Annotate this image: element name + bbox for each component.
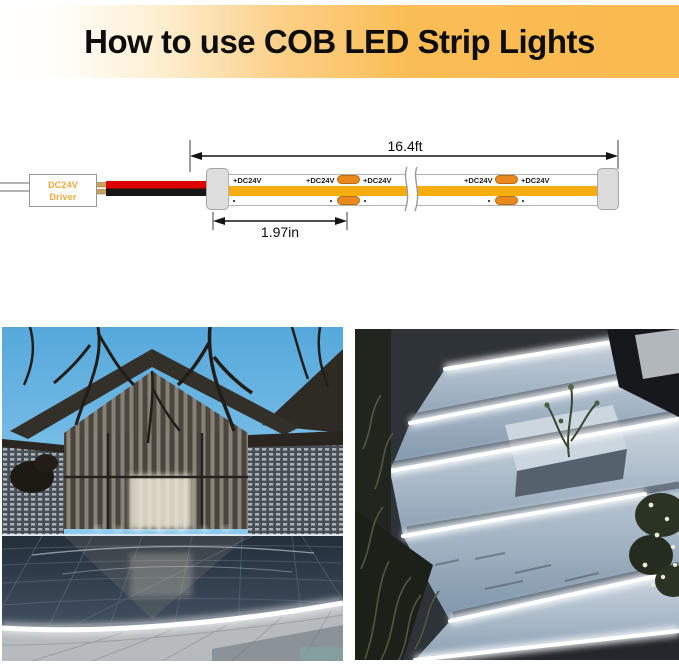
lit-doorway [130, 475, 192, 529]
shrub [34, 454, 58, 472]
power-driver-box: DC24V Driver [29, 174, 97, 207]
reflection-arc [31, 545, 315, 556]
main-roof [10, 349, 300, 439]
right-foliage [629, 493, 679, 597]
strip-end-cap [597, 168, 619, 210]
pool-far-edge [2, 534, 343, 537]
solder-pad [337, 196, 360, 205]
polarity-dot [522, 200, 524, 202]
cut-interval-label: 1.97in [260, 224, 300, 240]
dc24v-marking: +DC24V [464, 176, 493, 185]
step-tread [410, 331, 679, 423]
dc24v-marking: +DC24V [306, 176, 335, 185]
pool-edge-lights [95, 526, 229, 533]
right-wing-roof [248, 431, 343, 447]
total-length-label: 16.4ft [387, 138, 423, 154]
mid-plant [544, 384, 600, 458]
page-title: How to use COB LED Strip Lights [84, 22, 595, 60]
reflection-arc [61, 565, 293, 575]
title-banner: How to use COB LED Strip Lights [0, 5, 679, 78]
arrowhead-left-icon [190, 152, 202, 160]
wires-and-dimension-lines [0, 140, 619, 230]
deck-shadow [212, 625, 343, 661]
lattice-wall-right [248, 445, 343, 535]
deck-grid [2, 608, 343, 661]
lit-stairs-scene [355, 329, 679, 660]
strip-connector [206, 168, 229, 210]
driver-pin-top [95, 182, 108, 188]
strip-break-mark-icon [404, 166, 419, 212]
driver-label-line1: DC24V [47, 180, 78, 190]
led-strip-light [2, 600, 343, 633]
polarity-dot [330, 200, 332, 202]
house-pool-photo [2, 327, 343, 661]
solder-pad [337, 175, 360, 184]
raised-step-side [515, 449, 627, 497]
dc24v-marking: +DC24V [363, 176, 392, 185]
teal-reflection [300, 647, 343, 661]
arrowhead-left-icon [213, 217, 225, 225]
stone-cap [635, 329, 679, 379]
dc24v-marking: +DC24V [521, 176, 550, 185]
arrowhead-right-icon [335, 217, 347, 225]
dc24v-marking: +DC24V [233, 176, 262, 185]
left-wing-roof [2, 439, 64, 453]
negative-wire [106, 188, 208, 196]
polarity-dot [364, 200, 366, 202]
positive-wire [106, 181, 208, 189]
solder-pad [495, 196, 518, 205]
polarity-dot [488, 200, 490, 202]
polarity-dot [233, 200, 235, 202]
step-tread [403, 491, 679, 621]
tree-branches [22, 327, 330, 444]
grass-strokes [360, 394, 440, 660]
driver-pin-bottom [95, 189, 108, 195]
house-pool-scene [2, 327, 343, 661]
tread-texture [434, 552, 600, 590]
driver-label-line2: Driver [49, 192, 77, 203]
solder-pad [495, 175, 518, 184]
glow-reflection [130, 553, 192, 597]
arrowhead-right-icon [606, 152, 618, 160]
stairs-photo [355, 329, 679, 660]
wiring-diagram: DC24V Driver +DC24V +DC24V +DC24V +DC24V… [0, 78, 679, 323]
